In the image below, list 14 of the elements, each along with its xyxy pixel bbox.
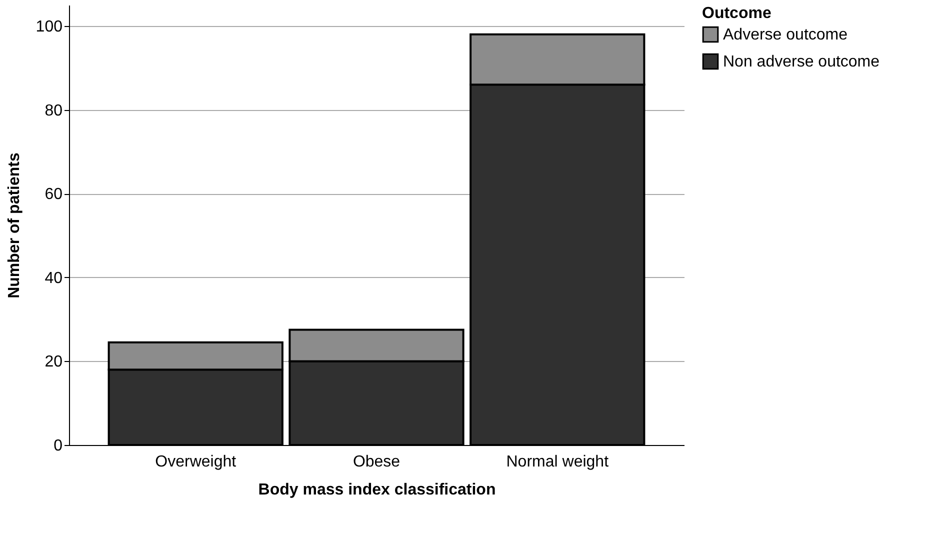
x-tick-label: Overweight	[155, 454, 237, 470]
y-tick-label: 20	[44, 354, 63, 371]
x-axis-title: Body mass index classification	[258, 482, 496, 498]
y-tick-label: 60	[44, 186, 63, 204]
y-tick-label: 80	[44, 102, 63, 120]
y-tick-label: 40	[44, 270, 63, 287]
legend-title: Outcome	[702, 5, 772, 22]
y-tick-label: 100	[36, 18, 63, 36]
legend-label: Non adverse outcome	[723, 54, 880, 70]
y-axis-title: Number of patients	[6, 152, 23, 298]
legend-label: Adverse outcome	[723, 26, 848, 44]
y-tick-label: 0	[54, 438, 63, 454]
x-tick-label: Obese	[352, 454, 400, 470]
x-tick-label: Normal weight	[506, 454, 610, 470]
